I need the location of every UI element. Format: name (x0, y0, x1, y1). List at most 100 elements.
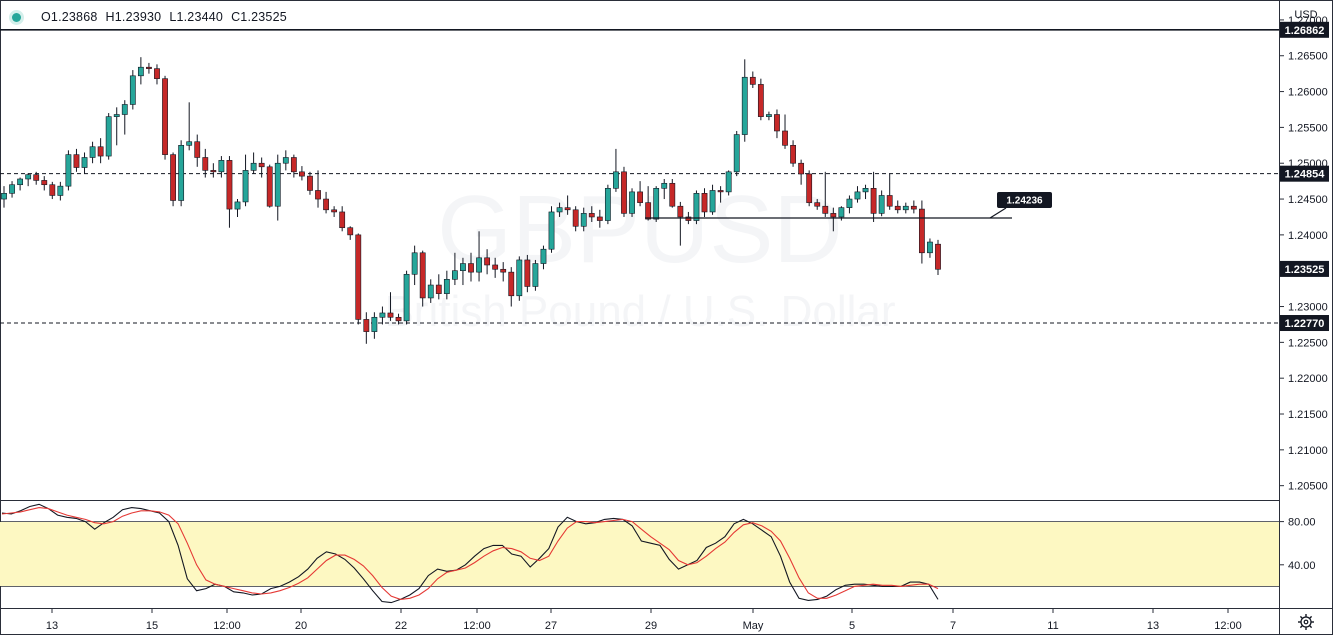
candle[interactable] (226, 156, 233, 228)
candle[interactable] (186, 102, 193, 151)
candle[interactable] (604, 184, 611, 225)
candle[interactable] (49, 181, 56, 200)
candle[interactable] (403, 270, 410, 325)
candle[interactable] (927, 238, 933, 258)
candle[interactable] (363, 312, 370, 344)
candle[interactable] (355, 233, 362, 325)
candle[interactable] (290, 154, 297, 178)
candle[interactable] (564, 195, 571, 215)
candle[interactable] (596, 209, 603, 228)
candle[interactable] (870, 171, 877, 222)
candle[interactable] (234, 199, 241, 217)
candle[interactable] (307, 171, 313, 195)
candle[interactable] (435, 274, 442, 300)
candle[interactable] (645, 186, 652, 221)
candle[interactable] (25, 173, 32, 187)
candle[interactable] (57, 181, 64, 201)
candle[interactable] (411, 245, 418, 286)
candle[interactable] (443, 270, 450, 300)
candle[interactable] (572, 206, 579, 232)
candle[interactable] (460, 257, 466, 286)
candle[interactable] (725, 170, 732, 196)
candle[interactable] (129, 70, 136, 110)
candle[interactable] (419, 250, 426, 307)
candle[interactable] (902, 202, 909, 214)
candle[interactable] (89, 141, 96, 164)
candle[interactable] (484, 249, 491, 275)
candle[interactable] (846, 195, 853, 214)
candle[interactable] (113, 107, 120, 146)
horizontal-ray[interactable]: 1.24236 (645, 192, 1052, 219)
candle[interactable] (178, 140, 185, 207)
candle[interactable] (637, 181, 643, 207)
candle[interactable] (282, 150, 289, 171)
candle[interactable] (81, 152, 88, 174)
candle[interactable] (749, 71, 756, 88)
candle[interactable] (371, 312, 378, 339)
candle[interactable] (146, 62, 152, 74)
candle[interactable] (137, 57, 144, 85)
candle[interactable] (250, 152, 257, 174)
candle[interactable] (677, 201, 684, 246)
candle[interactable] (548, 206, 555, 253)
candle[interactable] (33, 171, 40, 185)
candle[interactable] (878, 190, 885, 217)
candle[interactable] (935, 239, 941, 276)
candle[interactable] (331, 206, 338, 217)
candle[interactable] (693, 190, 700, 225)
gear-icon[interactable] (1298, 614, 1314, 630)
candle[interactable] (395, 313, 402, 325)
candle[interactable] (476, 231, 482, 282)
candle[interactable] (661, 178, 668, 200)
candle[interactable] (121, 100, 128, 135)
candle[interactable] (556, 202, 563, 217)
candle[interactable] (790, 140, 796, 167)
candle[interactable] (830, 207, 837, 232)
candle[interactable] (806, 170, 813, 207)
candle[interactable] (886, 173, 893, 210)
candle[interactable] (798, 159, 805, 185)
candle[interactable] (669, 178, 676, 208)
candle[interactable] (741, 59, 748, 142)
candle[interactable] (379, 306, 386, 325)
candle[interactable] (194, 134, 201, 167)
candle[interactable] (323, 191, 329, 214)
candle[interactable] (451, 252, 458, 286)
candle[interactable] (258, 157, 265, 178)
candle[interactable] (97, 138, 104, 164)
candle[interactable] (162, 75, 168, 160)
candle[interactable] (1, 186, 7, 208)
candle[interactable] (532, 259, 539, 291)
candle[interactable] (387, 292, 394, 321)
candle[interactable] (41, 176, 48, 191)
candle[interactable] (766, 111, 772, 121)
candle[interactable] (621, 166, 627, 217)
candle[interactable] (516, 256, 523, 301)
candle[interactable] (588, 206, 595, 222)
candle[interactable] (854, 186, 861, 203)
candle[interactable] (540, 245, 547, 270)
candle[interactable] (701, 188, 708, 217)
candle[interactable] (154, 64, 160, 85)
candle[interactable] (170, 152, 176, 207)
candle[interactable] (629, 188, 635, 217)
price-pane[interactable]: 1.24236 (0, 29, 1279, 344)
candle[interactable] (9, 181, 15, 198)
candle[interactable] (717, 186, 724, 203)
candle[interactable] (427, 279, 434, 303)
candle[interactable] (580, 207, 587, 232)
candle[interactable] (492, 257, 499, 278)
candle[interactable] (613, 148, 619, 192)
candle[interactable] (266, 164, 273, 208)
candle[interactable] (210, 163, 217, 178)
stochastic-pane[interactable] (0, 503, 1279, 604)
candle[interactable] (202, 148, 209, 178)
candle[interactable] (500, 262, 507, 282)
candle[interactable] (653, 186, 660, 222)
candle[interactable] (918, 200, 925, 264)
candle[interactable] (347, 226, 354, 240)
candle[interactable] (524, 254, 531, 293)
candle[interactable] (782, 114, 788, 149)
candle[interactable] (822, 171, 829, 217)
